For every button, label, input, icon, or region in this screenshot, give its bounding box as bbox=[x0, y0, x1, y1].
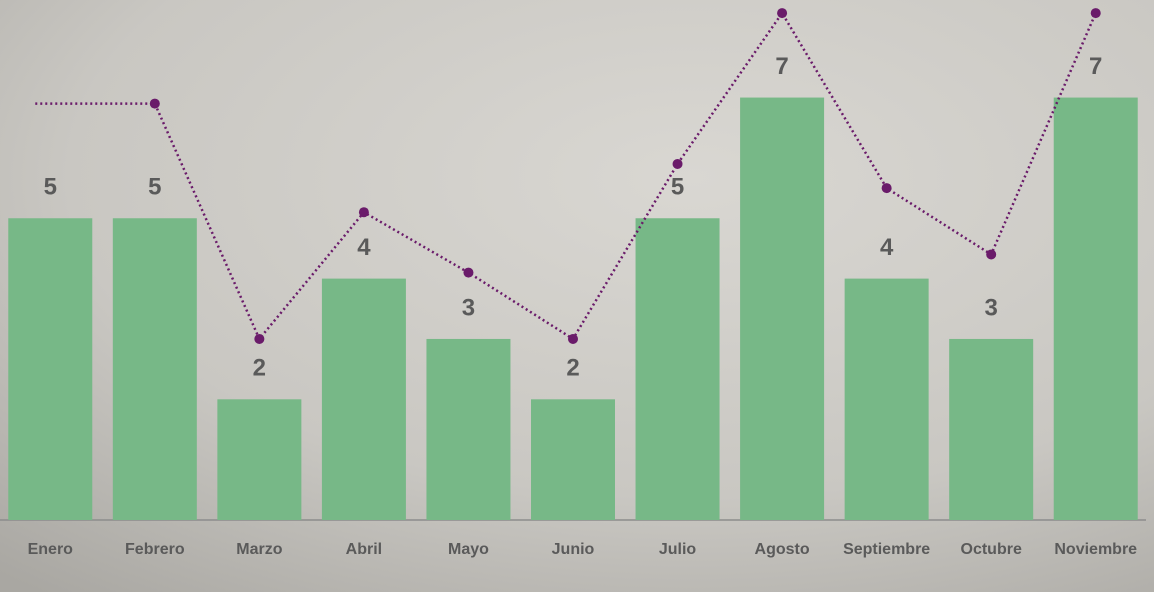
data-label: 2 bbox=[566, 355, 579, 382]
x-tick-label: Noviembre bbox=[1054, 541, 1137, 558]
x-tick-label: Mayo bbox=[448, 541, 489, 558]
bar bbox=[740, 98, 824, 520]
data-label: 5 bbox=[44, 174, 57, 201]
bar bbox=[217, 399, 301, 520]
chart: Enero Febrero Marzo Abril Mayo Junio Julio Agos… bbox=[0, 0, 1154, 592]
data-label: 4 bbox=[357, 234, 371, 261]
line-marker bbox=[986, 249, 996, 259]
line-marker bbox=[150, 99, 160, 109]
data-label: 5 bbox=[671, 174, 684, 201]
bar bbox=[531, 399, 615, 520]
data-label: 5 bbox=[148, 174, 161, 201]
line-marker bbox=[254, 334, 264, 344]
line-marker bbox=[777, 8, 787, 18]
x-tick-label: Agosto bbox=[755, 541, 810, 558]
data-label: 7 bbox=[775, 53, 788, 80]
x-tick-label: Marzo bbox=[236, 541, 282, 558]
x-tick-label: Febrero bbox=[125, 541, 185, 558]
line-marker bbox=[1091, 8, 1101, 18]
line-marker bbox=[359, 207, 369, 217]
bar bbox=[113, 218, 197, 520]
data-label: 4 bbox=[880, 234, 894, 261]
bar bbox=[1054, 98, 1138, 520]
bar bbox=[426, 339, 510, 520]
bar bbox=[949, 339, 1033, 520]
line-marker bbox=[673, 159, 683, 169]
x-tick-label: Julio bbox=[659, 541, 697, 558]
x-tick-label: Enero bbox=[28, 541, 74, 558]
bar bbox=[636, 218, 720, 520]
bar bbox=[845, 279, 929, 520]
x-tick-label: Abril bbox=[346, 541, 382, 558]
line-marker bbox=[882, 183, 892, 193]
bar bbox=[8, 218, 92, 520]
data-label: 3 bbox=[462, 294, 475, 321]
page: Enero Febrero Marzo Abril Mayo Junio Julio Agos… bbox=[0, 0, 1154, 592]
line-marker bbox=[568, 334, 578, 344]
x-tick-label: Septiembre bbox=[843, 541, 930, 558]
x-tick-label: Octubre bbox=[961, 541, 1022, 558]
x-tick-label: Junio bbox=[552, 541, 595, 558]
data-label: 2 bbox=[253, 355, 266, 382]
bar bbox=[322, 279, 406, 520]
line-marker bbox=[463, 268, 473, 278]
data-label: 3 bbox=[985, 294, 998, 321]
data-label: 7 bbox=[1089, 53, 1102, 80]
